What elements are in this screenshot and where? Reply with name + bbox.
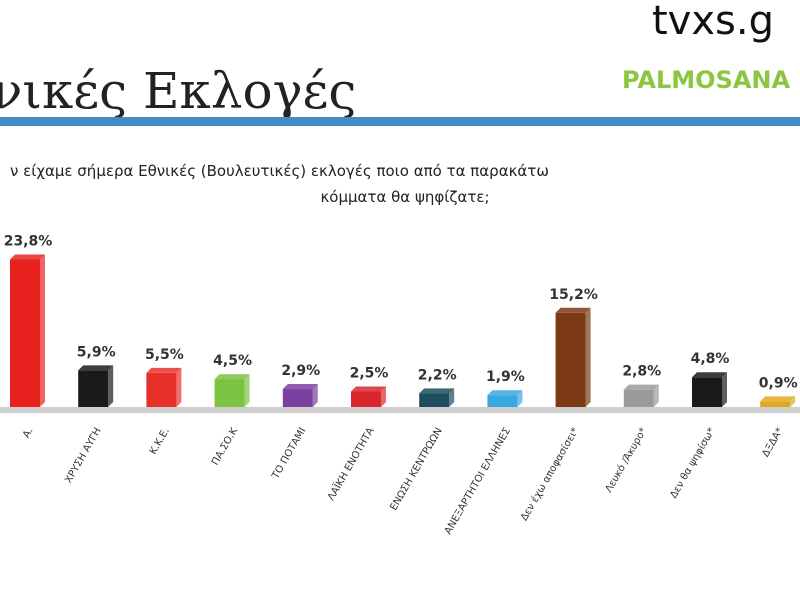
bar bbox=[78, 370, 109, 407]
x-tick-label: ΔΞΔΑ* bbox=[760, 426, 785, 459]
bar bbox=[10, 259, 40, 407]
bar-top bbox=[282, 384, 318, 390]
subtitle: ν είχαμε σήμερα Εθνικές (Βουλευτικές) εκ… bbox=[10, 162, 549, 180]
bar-top bbox=[692, 372, 727, 378]
value-label: 2,2% bbox=[418, 367, 457, 383]
bar-side bbox=[381, 386, 386, 407]
bar-top bbox=[555, 307, 591, 313]
bar-side bbox=[449, 388, 455, 407]
bar-side bbox=[312, 384, 318, 407]
bar bbox=[487, 395, 518, 407]
bar-side bbox=[40, 254, 45, 407]
value-label: 4,5% bbox=[213, 353, 252, 369]
bar bbox=[623, 389, 654, 407]
x-tick-label: ΕΝΩΣΗ ΚΕΝΤΡΩΩΝ bbox=[388, 426, 444, 513]
bar-top bbox=[214, 374, 250, 380]
chart-title: νικές Εκλογές bbox=[0, 62, 356, 120]
x-tick-label: Δεν θα ψηφίσω* bbox=[667, 426, 717, 501]
bar-top bbox=[623, 384, 659, 390]
bar-side bbox=[585, 307, 591, 407]
value-label: 5,9% bbox=[77, 344, 116, 360]
bar bbox=[692, 377, 722, 407]
bar-top bbox=[760, 396, 796, 402]
x-tick-label: ΧΡΥΣΗ ΑΥΓΗ bbox=[63, 426, 104, 485]
bar-side bbox=[653, 384, 659, 407]
bar bbox=[146, 372, 177, 407]
bar bbox=[555, 312, 586, 407]
bar-top bbox=[351, 386, 386, 392]
bar-top bbox=[146, 367, 182, 373]
bar-side bbox=[790, 396, 796, 407]
bar bbox=[351, 391, 381, 407]
x-tick-label: ΠΑ.ΣΟ.Κ bbox=[210, 426, 240, 468]
floor bbox=[0, 407, 800, 413]
value-label: 15,2% bbox=[549, 287, 598, 303]
bar bbox=[214, 379, 245, 407]
bar-side bbox=[108, 365, 114, 407]
logo: tvxs.g bbox=[652, 0, 774, 44]
value-label: 23,8% bbox=[4, 233, 53, 249]
bar-top bbox=[10, 254, 45, 260]
value-label: 2,8% bbox=[622, 364, 661, 380]
bar-side bbox=[517, 390, 523, 407]
x-tick-label: Κ.Κ.Ε. bbox=[148, 426, 172, 457]
value-label: 4,8% bbox=[691, 351, 730, 367]
bar bbox=[419, 393, 450, 407]
bar bbox=[760, 401, 791, 407]
x-tick-label: Α. bbox=[21, 426, 36, 440]
bar-side bbox=[244, 374, 250, 407]
bar-side bbox=[722, 372, 727, 407]
bar-top bbox=[78, 365, 114, 371]
header-band bbox=[0, 117, 800, 126]
value-label: 2,9% bbox=[281, 363, 320, 379]
value-label: 1,9% bbox=[486, 369, 525, 385]
bar-top bbox=[419, 388, 455, 394]
bar-top bbox=[487, 390, 523, 396]
x-tick-label: ΛΑΪΚΗ ΕΝΟΤΗΤΑ bbox=[324, 425, 376, 503]
value-label: 0,9% bbox=[759, 375, 798, 391]
x-tick-label: ΑΝΕΞΑΡΤΗΤΟΙ ΕΛΛΗΝΕΣ bbox=[443, 426, 513, 536]
x-tick-label: Λευκό /Άκυρο* bbox=[603, 426, 650, 495]
brand: PALMOSANA bbox=[622, 66, 790, 94]
bar-side bbox=[176, 367, 182, 407]
value-label: 5,5% bbox=[145, 347, 184, 363]
x-tick-label: ΤΟ ΠΟΤΑΜΙ bbox=[270, 426, 309, 482]
value-label: 2,5% bbox=[350, 366, 389, 382]
x-tick-label: Δεν έχω αποφασίσει* bbox=[518, 426, 581, 523]
subtitle: κόμματα θα ψηφίζατε; bbox=[320, 188, 489, 206]
bar bbox=[282, 389, 313, 407]
